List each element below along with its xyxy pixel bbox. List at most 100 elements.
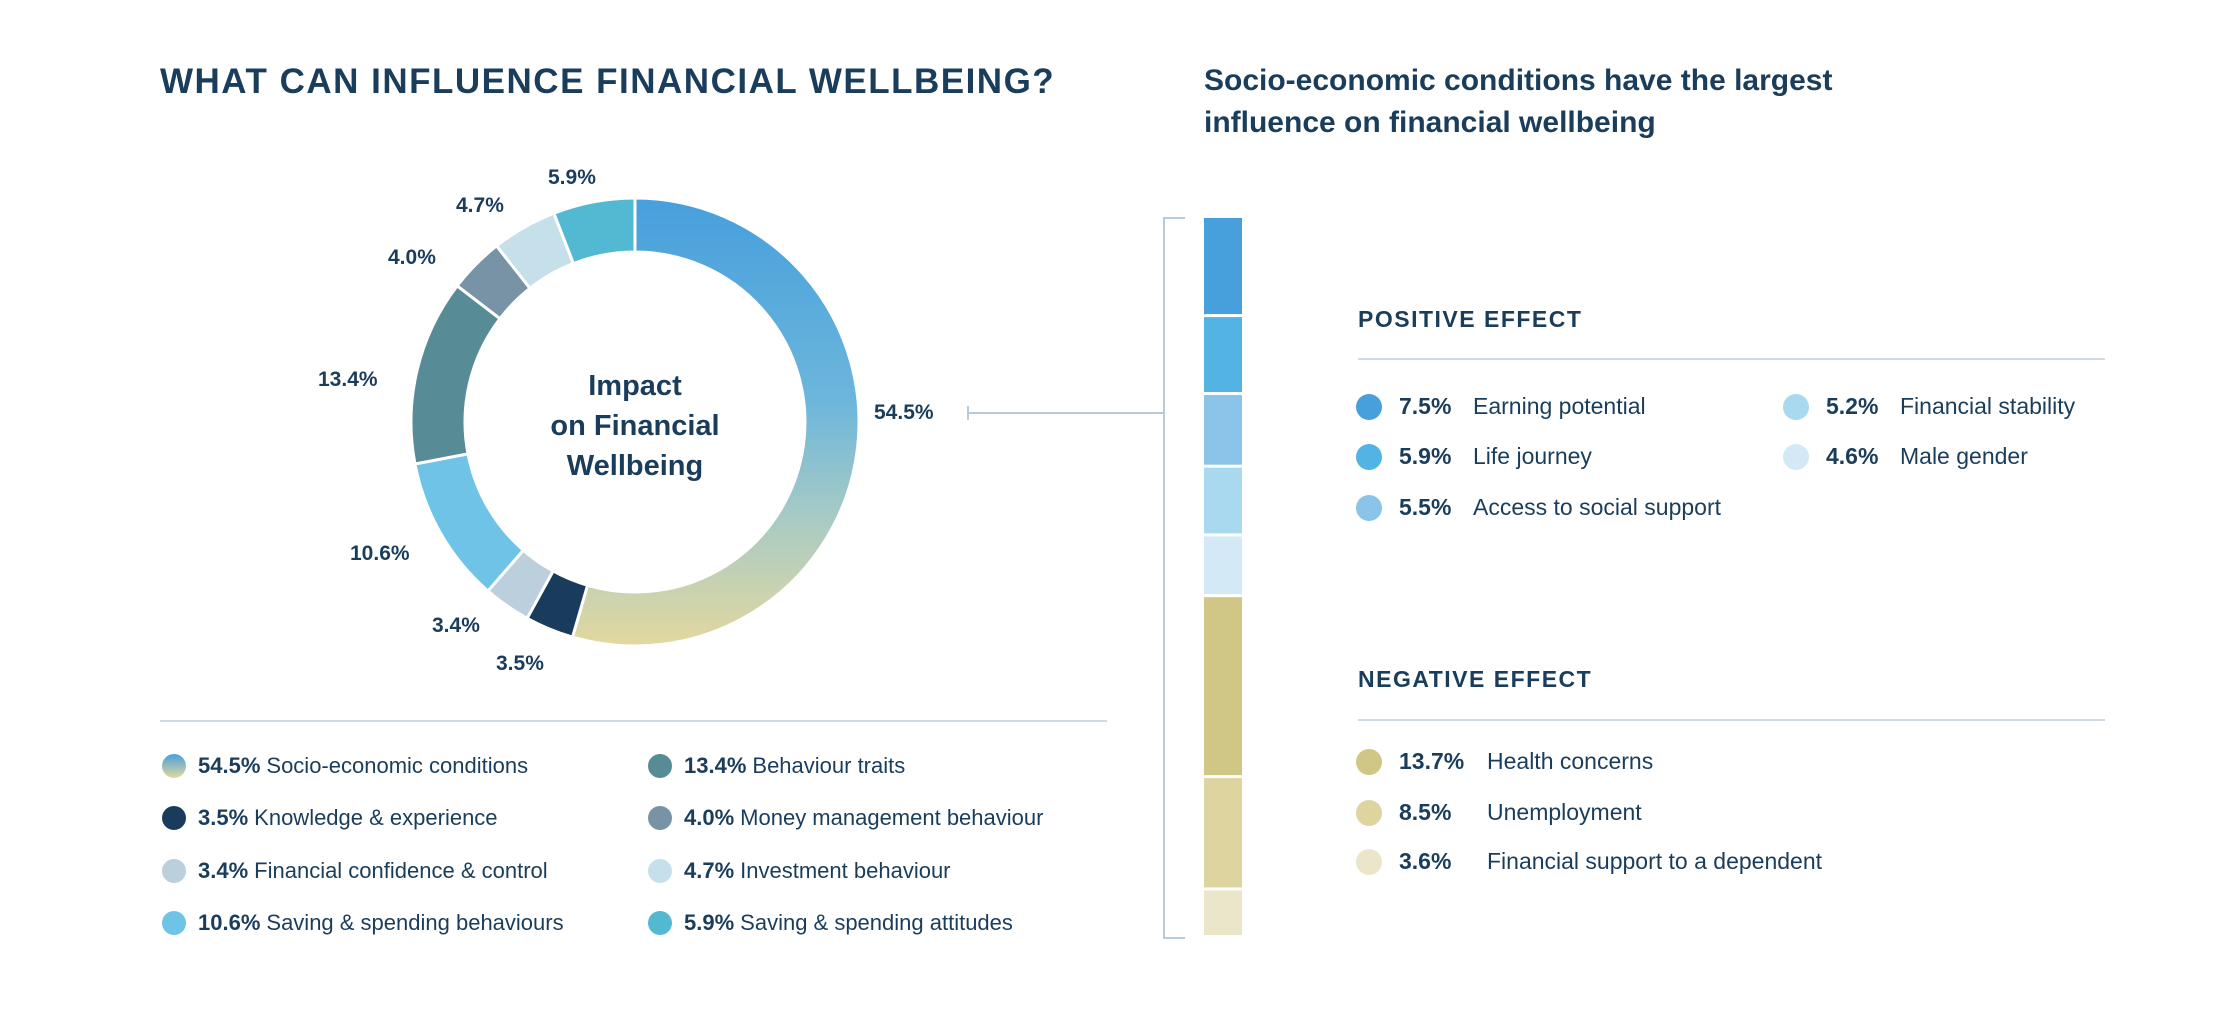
legend-swatch-icon — [162, 859, 186, 883]
legend-pct: 10.6% — [198, 910, 261, 935]
legend-item: 4.7% Investment behaviour — [648, 858, 951, 884]
positive-effect-item: 5.5% Access to social support — [1356, 494, 1721, 521]
legend-item: 4.0% Money management behaviour — [648, 805, 1043, 831]
item-pct: 4.6% — [1826, 443, 1879, 469]
legend-swatch-icon — [648, 754, 672, 778]
legend-item: 54.5% Socio-economic conditions — [162, 753, 528, 779]
legend-swatch-icon — [648, 806, 672, 830]
legend-text: Knowledge & experience — [254, 805, 498, 830]
legend-pct: 3.4% — [198, 858, 249, 883]
item-text: Access to social support — [1473, 494, 1722, 520]
stacked-bar-segment — [1204, 778, 1242, 888]
legend-item: 3.5% Knowledge & experience — [162, 805, 498, 831]
item-text: Financial support to a dependent — [1487, 848, 1823, 874]
donut-segment — [409, 283, 503, 466]
legend-swatch-icon — [648, 859, 672, 883]
item-pct: 5.2% — [1826, 393, 1879, 419]
stacked-bar-segment — [1204, 395, 1242, 465]
donut-label: 5.9% — [548, 166, 596, 189]
legend-dot-icon — [1356, 848, 1382, 875]
positive-divider — [1358, 358, 2105, 360]
subtitle-line: influence on financial wellbeing — [1204, 106, 1656, 139]
item-pct: 13.7% — [1399, 748, 1465, 774]
legend-text: Behaviour traits — [752, 753, 906, 778]
legend-pct: 5.9% — [684, 910, 735, 935]
legend-pct: 4.0% — [684, 805, 735, 830]
positive-effect-item: 4.6% Male gender — [1783, 443, 2028, 470]
legend-text: Saving & spending attitudes — [740, 910, 1013, 935]
legend-pct: 3.5% — [198, 805, 249, 830]
stacked-bar-segment — [1204, 536, 1242, 595]
negative-effect-item: 8.5% Unemployment — [1356, 799, 1642, 826]
item-pct: 8.5% — [1399, 799, 1452, 825]
legend-pct: 4.7% — [684, 858, 735, 883]
donut-segment — [413, 452, 526, 594]
legend-text: Investment behaviour — [740, 858, 951, 883]
center-line: Impact — [588, 370, 682, 402]
negative-effect-item: 3.6% Financial support to a dependent — [1356, 848, 1822, 875]
stacked-bar-segment — [1204, 467, 1242, 534]
item-pct: 5.5% — [1399, 494, 1452, 520]
legend-pct: 54.5% — [198, 753, 261, 778]
negative-effect-heading: NEGATIVE EFFECT — [1358, 666, 1593, 692]
donut-chart — [409, 196, 861, 648]
legend-text: Socio-economic conditions — [266, 753, 529, 778]
item-text: Health concerns — [1487, 748, 1654, 774]
item-text: Financial stability — [1900, 393, 2076, 419]
legend-item: 3.4% Financial confidence & control — [162, 858, 548, 884]
stacked-bar-segment — [1204, 218, 1242, 315]
positive-effect-item: 5.9% Life journey — [1356, 443, 1592, 470]
center-line: Wellbeing — [566, 450, 704, 482]
donut-label: 4.0% — [388, 246, 436, 269]
legend-item: 10.6% Saving & spending behaviours — [162, 910, 564, 936]
item-pct: 7.5% — [1399, 393, 1452, 419]
legend-dot-icon — [1356, 393, 1382, 420]
donut-label: 3.5% — [496, 652, 544, 675]
legend-dot-icon — [1356, 494, 1382, 521]
legend-text: Saving & spending behaviours — [266, 910, 564, 935]
legend-item: 13.4% Behaviour traits — [648, 753, 905, 779]
legend-pct: 13.4% — [684, 753, 747, 778]
donut-label: 13.4% — [318, 368, 378, 391]
positive-effect-item: 7.5% Earning potential — [1356, 393, 1646, 420]
donut-label: 3.4% — [432, 614, 480, 637]
item-text: Earning potential — [1473, 393, 1646, 419]
item-pct: 5.9% — [1399, 443, 1452, 469]
legend-swatch-icon — [162, 911, 186, 935]
legend-dot-icon — [1356, 443, 1382, 470]
subtitle-line: Socio-economic conditions have the large… — [1204, 64, 1833, 97]
stacked-bar-segment — [1204, 890, 1242, 935]
legend-dot-icon — [1783, 393, 1809, 420]
donut-label: 10.6% — [350, 542, 410, 565]
legend-text: Financial confidence & control — [254, 858, 548, 883]
item-text: Male gender — [1900, 443, 2028, 469]
legend-swatch-icon — [648, 911, 672, 935]
donut-segment — [551, 196, 637, 266]
legend-divider — [160, 720, 1107, 722]
legend-dot-icon — [1783, 443, 1809, 470]
right-panel-title: Socio-economic conditions have the large… — [1204, 60, 1832, 144]
center-line: on Financial — [550, 410, 720, 442]
item-pct: 3.6% — [1399, 848, 1452, 874]
donut-label: 4.7% — [456, 194, 504, 217]
legend-dot-icon — [1356, 748, 1382, 775]
legend-text: Money management behaviour — [740, 805, 1044, 830]
bracket — [1163, 217, 1185, 939]
positive-effect-item: 5.2% Financial stability — [1783, 393, 2075, 420]
page-title: WHAT CAN INFLUENCE FINANCIAL WELLBEING? — [160, 62, 1056, 101]
stacked-bar-segment — [1204, 317, 1242, 393]
stacked-bar — [1204, 218, 1242, 935]
donut-label: 54.5% — [874, 401, 934, 424]
legend-swatch-icon — [162, 806, 186, 830]
item-text: Unemployment — [1487, 799, 1642, 825]
stacked-bar-segment — [1204, 597, 1242, 776]
positive-effect-heading: POSITIVE EFFECT — [1358, 306, 1583, 332]
legend-swatch-icon — [162, 754, 186, 778]
negative-divider — [1358, 719, 2105, 721]
legend-dot-icon — [1356, 799, 1382, 826]
negative-effect-item: 13.7% Health concerns — [1356, 748, 1653, 775]
item-text: Life journey — [1473, 443, 1592, 469]
legend-item: 5.9% Saving & spending attitudes — [648, 910, 1013, 936]
donut-center-label: Impact on Financial Wellbeing — [535, 366, 735, 486]
